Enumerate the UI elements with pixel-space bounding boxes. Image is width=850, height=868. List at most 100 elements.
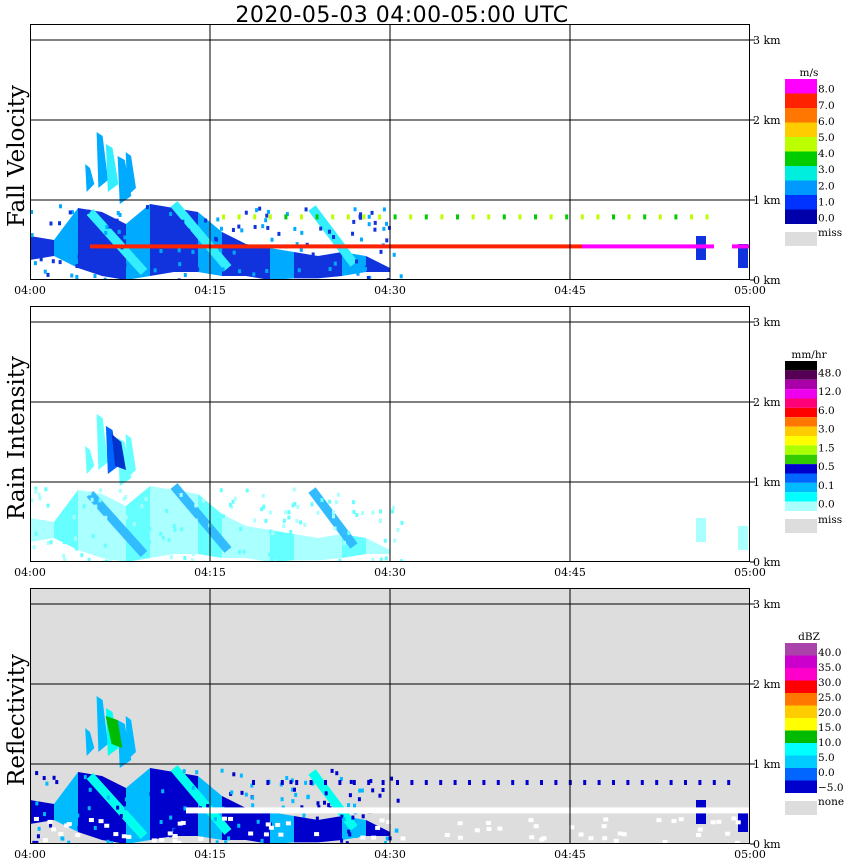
echo-dot (468, 780, 471, 785)
clutter-dot (565, 214, 569, 220)
speckle (87, 806, 91, 811)
speckle (362, 548, 366, 553)
speckle (357, 797, 361, 802)
clutter-speckle (222, 816, 228, 821)
x-tick-label: 04:15 (194, 284, 226, 297)
colorbar-swatch (785, 730, 817, 743)
x-tick-label: 05:00 (734, 848, 766, 861)
velocity-line-high (732, 244, 750, 249)
speckle (277, 231, 281, 236)
colorbar-label: 12.0 (818, 386, 841, 398)
speckle (292, 787, 296, 792)
speckle (237, 224, 241, 229)
late-echo (738, 526, 748, 550)
speckle (43, 812, 47, 817)
speckle (115, 218, 119, 223)
speckle (342, 817, 346, 822)
speckle (292, 487, 296, 492)
speckle (230, 834, 234, 839)
clutter-speckle (539, 837, 545, 842)
speckle (351, 500, 355, 505)
y-tick-label: 0 km (753, 556, 781, 569)
x-tick-label: 04:15 (194, 566, 226, 579)
speckle (166, 800, 170, 805)
speckle (167, 529, 171, 534)
y-axis-label: Reflectivity (4, 654, 30, 786)
speckle (214, 236, 218, 241)
colorbar-label: 30.0 (818, 677, 841, 689)
echo-dot (655, 780, 659, 785)
data-layer (30, 696, 750, 844)
surface-echo (30, 236, 54, 260)
speckle (167, 538, 171, 543)
speckle (74, 536, 78, 541)
speckle (264, 218, 268, 223)
speckle (195, 770, 199, 775)
clutter-speckle (617, 831, 623, 836)
figure-title: 2020-05-03 04:00-05:00 UTC (235, 3, 568, 28)
clutter-speckle (228, 816, 234, 821)
speckle (367, 214, 371, 219)
colorbar-label: 35.0 (818, 662, 841, 674)
speckle (94, 504, 98, 509)
colorbar-swatch (785, 482, 817, 493)
clutter-speckle (485, 821, 491, 826)
echo-dot (252, 780, 255, 785)
fall-streak (170, 483, 232, 553)
clutter-speckle (126, 834, 132, 839)
speckle (116, 211, 120, 216)
speckle (233, 496, 237, 501)
speckle (177, 278, 181, 280)
speckle (381, 788, 385, 793)
echo-dot (669, 780, 673, 785)
speckle (190, 558, 194, 562)
speckle (290, 787, 294, 792)
speckle (88, 787, 92, 792)
colorbar-swatch (785, 379, 817, 390)
speckle (297, 268, 301, 273)
speckle (144, 532, 148, 537)
speckle (82, 504, 86, 509)
speckle (295, 242, 299, 247)
speckle (250, 783, 254, 788)
speckle (183, 273, 187, 278)
clutter-speckle (33, 816, 39, 821)
clutter-speckle (47, 819, 53, 824)
speckle (260, 507, 264, 512)
plot-frame (30, 306, 750, 562)
surface-echo (246, 244, 270, 280)
y-tick-label: 1 km (753, 476, 781, 489)
echo-cell (105, 144, 119, 192)
clutter-speckle (371, 835, 377, 840)
speckle (291, 503, 295, 508)
speckle (273, 543, 277, 548)
clutter-speckle (735, 820, 741, 825)
speckle (300, 805, 304, 810)
echo-cell (85, 446, 95, 474)
speckle (327, 803, 331, 808)
speckle (206, 804, 210, 809)
speckle (62, 540, 66, 545)
speckle (168, 775, 172, 780)
clutter-dot (643, 214, 647, 220)
speckle (395, 828, 399, 833)
speckle (44, 487, 48, 492)
panel-1: Fall Velocity 04:00 04:15 04:30 04:45 05:000 … (4, 24, 842, 297)
surface-echo (246, 526, 270, 562)
colorbar-swatch (785, 492, 817, 502)
echo-dot (597, 780, 601, 785)
clutter-dot (596, 214, 600, 220)
speckle (339, 776, 343, 781)
speckle (390, 776, 394, 781)
colorbar: dBZ 40.0 35.0 30.0 25.0 20.0 15.0 10.0 5.0 0.0 −5.… (785, 631, 844, 815)
speckle (216, 217, 220, 222)
speckle (169, 555, 173, 560)
clutter-speckle (379, 818, 385, 823)
echo-dot (352, 780, 356, 785)
speckle (104, 515, 108, 520)
speckle (39, 257, 43, 262)
speckle (213, 817, 217, 822)
colorbar-swatch (785, 137, 817, 152)
speckle (132, 522, 136, 527)
colorbar-swatch (785, 501, 817, 511)
